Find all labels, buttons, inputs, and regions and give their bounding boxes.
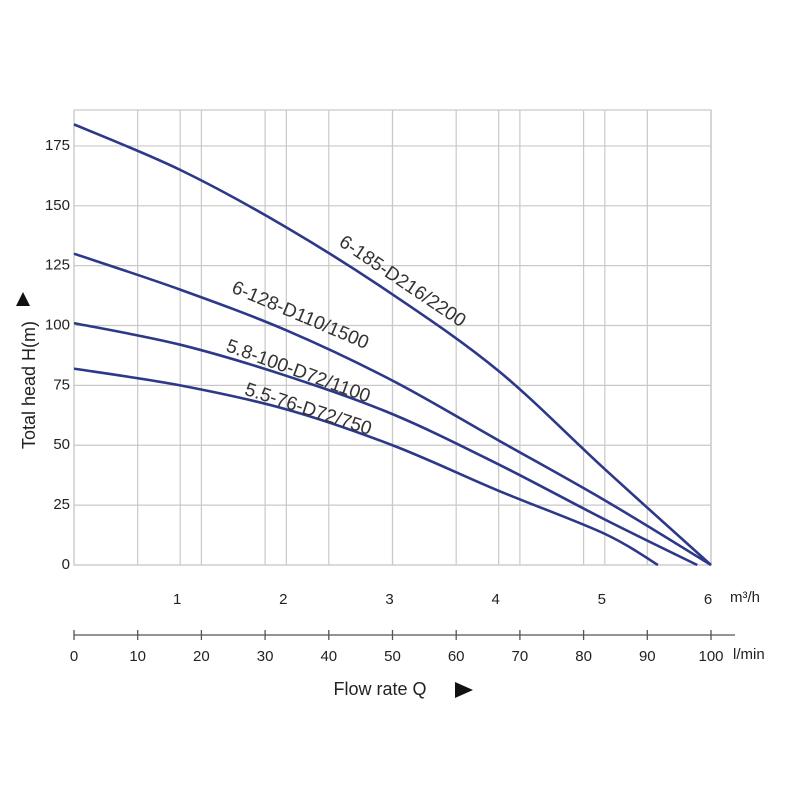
x2-tick-label: 50: [384, 648, 401, 665]
x-tick-label: 1: [173, 591, 181, 608]
x2-tick-label: 100: [698, 648, 723, 665]
x-arrow: [455, 682, 473, 698]
x-axis-label: Flow rate Q: [333, 679, 426, 699]
x-tick-label: 6: [704, 591, 712, 608]
x2-tick-label: 30: [257, 648, 274, 665]
x2-tick-label: 90: [639, 648, 656, 665]
y-tick-label: 100: [45, 316, 70, 333]
curve: [73, 252, 712, 567]
x2-tick-label: 0: [70, 648, 78, 665]
y-tick-label: 75: [53, 376, 70, 393]
x-tick-label: 4: [491, 591, 499, 608]
x2-tick-label: 70: [512, 648, 529, 665]
y-tick-label: 150: [45, 197, 70, 214]
x-tick-label: 2: [279, 591, 287, 608]
curve: [73, 367, 659, 567]
y-tick-label: 0: [62, 556, 70, 573]
x-tick-label: 3: [385, 591, 393, 608]
y-tick-label: 125: [45, 257, 70, 274]
x2-unit: l/min: [733, 646, 765, 663]
x2-tick-label: 40: [320, 648, 337, 665]
x2-tick-label: 10: [129, 648, 146, 665]
y-arrow: [16, 292, 30, 306]
x-unit: m³/h: [730, 589, 760, 606]
x2-tick-label: 60: [448, 648, 465, 665]
x2-tick-label: 80: [575, 648, 592, 665]
y-tick-label: 175: [45, 137, 70, 154]
curve: [73, 123, 712, 566]
x2-tick-label: 20: [193, 648, 210, 665]
y-tick-label: 25: [53, 496, 70, 513]
x-tick-label: 5: [598, 591, 606, 608]
y-axis-label: Total head H(m): [19, 321, 39, 449]
curve: [73, 321, 698, 567]
y-tick-label: 50: [53, 436, 70, 453]
